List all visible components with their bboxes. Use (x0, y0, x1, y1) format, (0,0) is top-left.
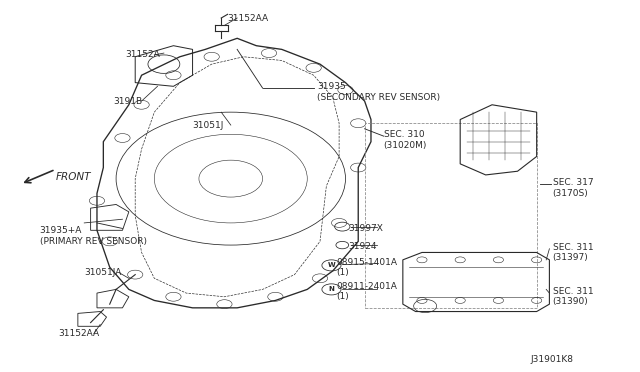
Text: 31152AA: 31152AA (59, 329, 100, 338)
Text: J31901K8: J31901K8 (531, 355, 573, 364)
Text: SEC. 310
(31020M): SEC. 310 (31020M) (384, 130, 427, 150)
Text: 08911-2401A
(1): 08911-2401A (1) (336, 282, 397, 301)
Text: 31051J: 31051J (193, 121, 224, 129)
Text: 3191B: 3191B (113, 97, 142, 106)
Text: 31924: 31924 (349, 243, 377, 251)
Text: N: N (328, 286, 335, 292)
Text: 31935
(SECONDARY REV SENSOR): 31935 (SECONDARY REV SENSOR) (317, 82, 440, 102)
Text: 31152A: 31152A (125, 51, 161, 60)
Text: 31935+A
(PRIMARY REV SENSOR): 31935+A (PRIMARY REV SENSOR) (40, 226, 147, 246)
Text: SEC. 311
(31390): SEC. 311 (31390) (552, 287, 593, 307)
Text: 31051JA: 31051JA (84, 268, 122, 277)
Text: SEC. 317
(3170S): SEC. 317 (3170S) (552, 178, 593, 198)
Text: 08915-1401A
(1): 08915-1401A (1) (336, 257, 397, 277)
Text: W: W (328, 262, 335, 268)
Text: SEC. 311
(31397): SEC. 311 (31397) (552, 243, 593, 262)
Text: 31997X: 31997X (349, 224, 383, 233)
Text: FRONT: FRONT (56, 172, 91, 182)
Bar (365, 123, 537, 308)
Text: 31152AA: 31152AA (228, 13, 269, 22)
